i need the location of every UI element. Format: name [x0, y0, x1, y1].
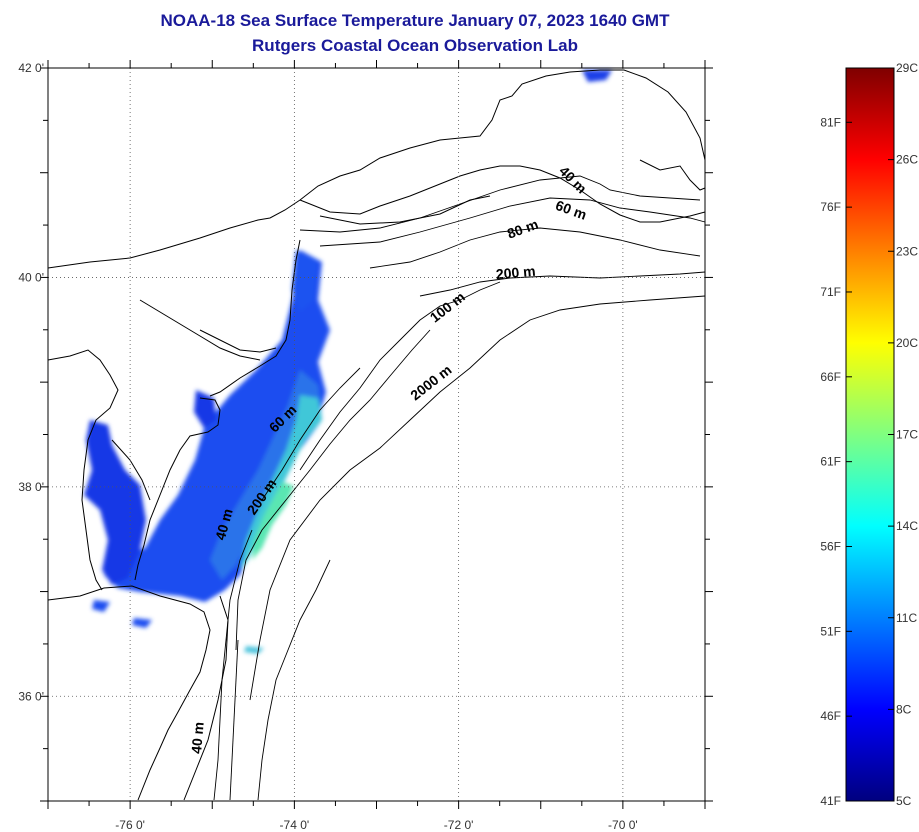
colorbar-celsius-labels: 29C 26C 23C 20C 17C 14C 11C 8C 5C: [896, 61, 918, 808]
lon-tick-label: -72 0': [444, 818, 474, 832]
coastline-delmarva: [134, 397, 221, 581]
colorbar-fahrenheit-label: 46F: [820, 709, 841, 723]
coastline: [47, 69, 706, 801]
isobath-100m: [299, 281, 501, 471]
sst-chesapeake: [84, 420, 146, 585]
latitude-labels: 42 0' 40 0' 38 0' 36 0': [18, 61, 44, 703]
lat-tick-label: 38 0': [18, 480, 44, 494]
isobath-label: 40 m: [212, 507, 236, 542]
colorbar-fahrenheit-label: 61F: [820, 455, 841, 469]
isobath-40m-south: [213, 529, 253, 801]
lat-lon-grid: [48, 68, 705, 801]
colorbar-celsius-label: 11C: [896, 611, 917, 625]
map-title: NOAA-18 Sea Surface Temperature January …: [160, 11, 670, 30]
lon-tick-label: -70 0': [608, 818, 638, 832]
colorbar: 29C 26C 23C 20C 17C 14C 11C 8C 5C 81F 76F 71F 66F 61…: [820, 61, 918, 808]
coastline-delaware-river: [199, 329, 277, 353]
colorbar-fahrenheit-label: 41F: [820, 794, 841, 808]
coastline-pa-nj-inland: [139, 299, 261, 361]
frame-ticks: [40, 60, 713, 809]
isobath-60m-mid: [261, 367, 361, 501]
coastline-chesapeake-west: [47, 349, 119, 591]
sst-nj-strip: [292, 250, 318, 312]
colorbar-fahrenheit-labels: 81F 76F 71F 66F 61F 56F 51F 46F 41F: [820, 115, 841, 808]
colorbar-celsius-label: 17C: [896, 428, 918, 442]
coastline-virginia: [47, 585, 211, 801]
isobath-40m-north: [299, 175, 701, 233]
coastline-nj: [209, 239, 301, 397]
colorbar-celsius-label: 23C: [896, 244, 918, 258]
sst-small-patch: [92, 600, 110, 612]
isobath-60m-north: [319, 197, 706, 247]
longitude-labels: -76 0' -74 0' -72 0' -70 0': [115, 818, 637, 832]
colorbar-celsius-label: 14C: [896, 519, 918, 533]
colorbar-fahrenheit-label: 66F: [820, 370, 841, 384]
lat-tick-label: 40 0': [18, 270, 44, 284]
lon-tick-label: -74 0': [280, 818, 310, 832]
colorbar-fahrenheit-label: 56F: [820, 539, 841, 553]
isobath-60m-south: [229, 639, 239, 801]
sst-ne-patch: [582, 70, 612, 82]
sst-swath-green: [252, 482, 294, 560]
colorbar-celsius-label: 8C: [896, 702, 912, 716]
isobath-80m-north: [369, 227, 701, 269]
map-subtitle: Rutgers Coastal Ocean Observation Lab: [252, 36, 578, 55]
coastline-northeast: [47, 69, 706, 269]
isobath-label: 200 m: [495, 263, 536, 282]
colorbar-celsius-label: 20C: [896, 336, 918, 350]
colorbar-fahrenheit-label: 81F: [820, 115, 841, 129]
coastline-li-sound: [299, 165, 706, 223]
isobath-outer-south: [257, 559, 331, 801]
coastline-cape-cod: [639, 159, 706, 191]
colorbar-celsius-label: 29C: [896, 61, 918, 75]
colorbar-fahrenheit-label: 51F: [820, 624, 841, 638]
sst-swath-warm: [210, 370, 322, 580]
isobath-200m-mid: [235, 329, 431, 651]
colorbar-celsius-label: 5C: [896, 794, 912, 808]
isobaths: [213, 175, 706, 801]
isobath-label: 40 m: [188, 721, 207, 754]
colorbar-scale: [845, 67, 895, 802]
coastline-md-east: [111, 439, 151, 501]
colorbar-fahrenheit-label: 71F: [820, 285, 841, 299]
colorbar-celsius-label: 26C: [896, 153, 918, 167]
colorbar-fahrenheit-label: 76F: [820, 200, 841, 214]
sst-small-patch-2: [132, 618, 152, 628]
lon-tick-label: -76 0': [115, 818, 145, 832]
lat-tick-label: 42 0': [18, 61, 44, 75]
isobath-200m-north: [419, 271, 706, 297]
lat-tick-label: 36 0': [18, 689, 44, 703]
isobath-2000m: [249, 295, 706, 701]
